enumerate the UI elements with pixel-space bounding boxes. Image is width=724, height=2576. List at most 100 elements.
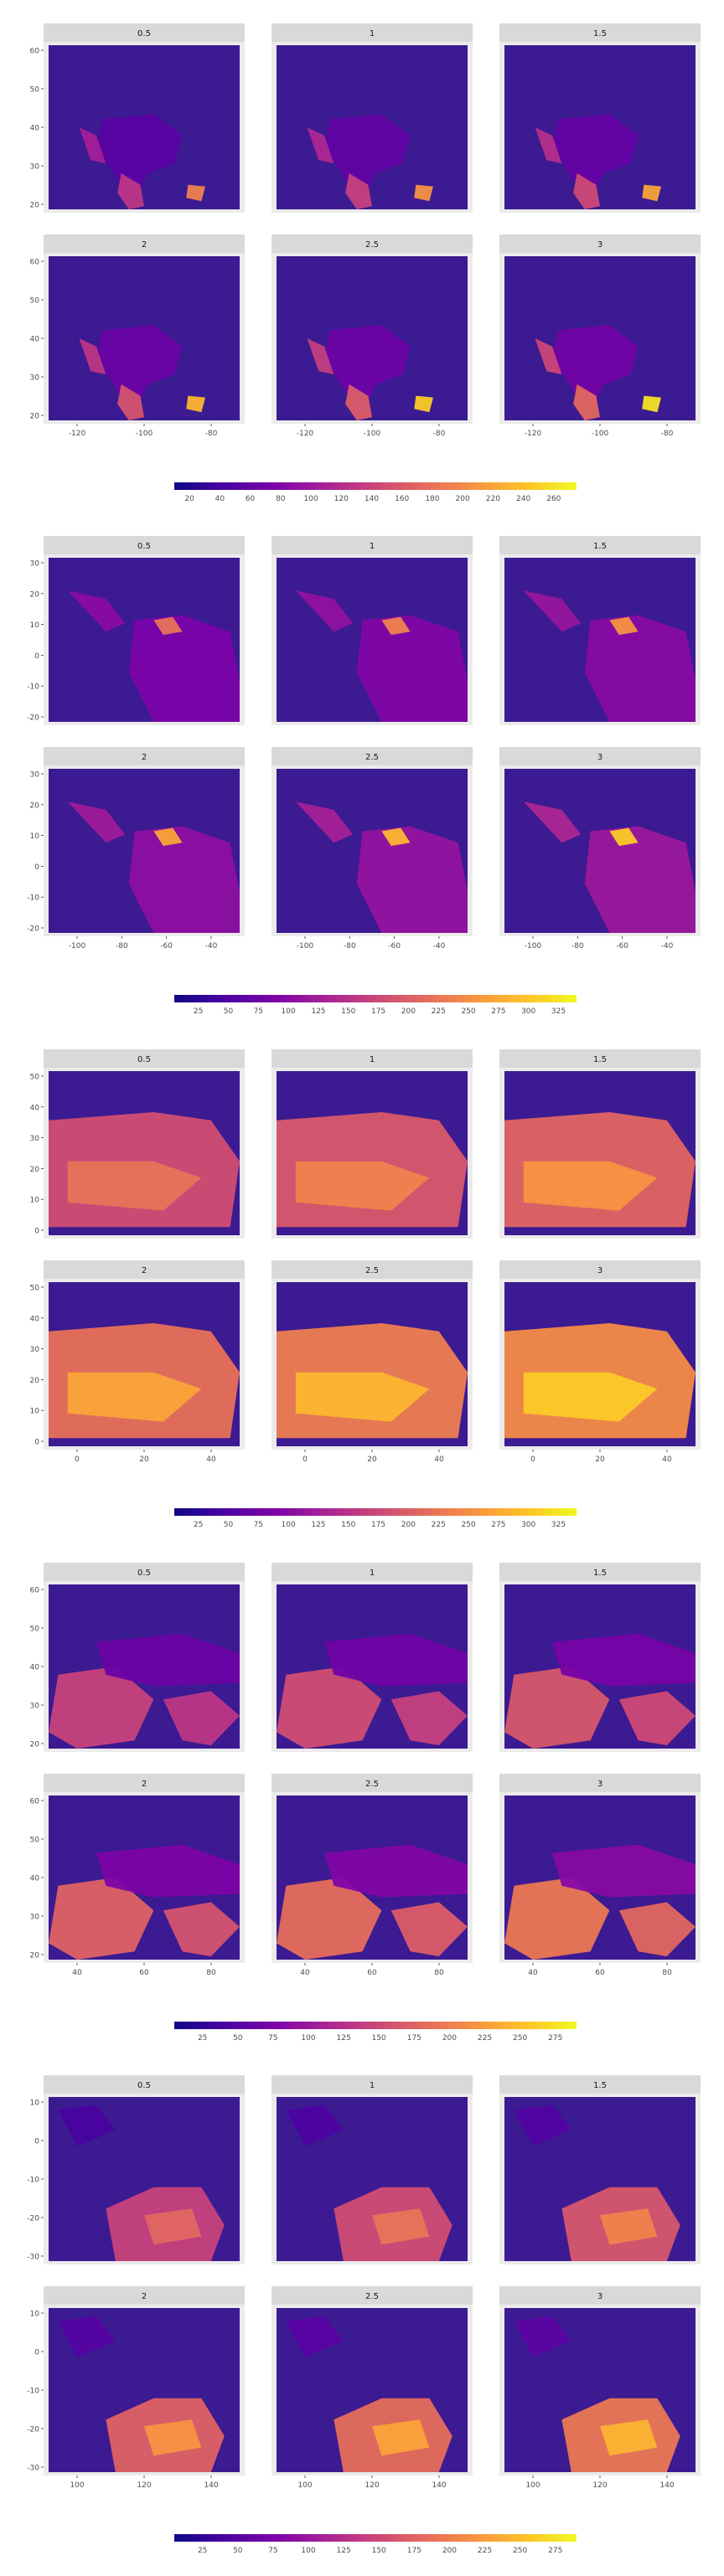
y-tick-label: -30 <box>27 2465 39 2473</box>
land-region <box>600 2208 658 2245</box>
x-tick-label: 20 <box>367 1455 377 1464</box>
y-tick-label: 50 <box>30 86 40 95</box>
legend-tick-label: 275 <box>491 1521 505 1529</box>
land-region <box>642 395 661 413</box>
legend-tick-label: 125 <box>337 2034 351 2043</box>
facet-strip-label: 1.5 <box>593 1569 607 1578</box>
land-region <box>372 2419 430 2456</box>
y-tick-label: 50 <box>30 1625 40 1634</box>
legend-tick-label: 200 <box>456 495 470 503</box>
x-tick-label: 100 <box>70 2481 84 2490</box>
facet-strip-label: 1.5 <box>593 542 607 551</box>
y-tick-label: 40 <box>30 1664 40 1672</box>
x-tick-label: 120 <box>137 2481 151 2490</box>
legend-tick-label: 300 <box>521 1521 535 1529</box>
y-tick-label: 0 <box>34 1228 39 1236</box>
legend-tick-label: 250 <box>461 1521 475 1529</box>
land-region <box>49 1878 154 1960</box>
y-tick-label: -10 <box>27 683 39 692</box>
legend-tick-label: 60 <box>246 495 256 503</box>
land-region <box>295 801 354 843</box>
x-tick-label: -120 <box>69 430 86 438</box>
legend-tick-label: 275 <box>491 1007 505 1016</box>
legend-tick-label: 50 <box>233 2034 243 2043</box>
y-tick-label: 30 <box>30 374 40 383</box>
x-tick-label: 40 <box>434 1455 444 1464</box>
land-region <box>153 827 183 847</box>
y-tick-label: -10 <box>27 894 39 903</box>
facet-strip-label: 0.5 <box>137 1055 151 1064</box>
legend-tick-label: 275 <box>548 2034 562 2043</box>
land-region <box>277 1667 382 1749</box>
x-tick-label: 0 <box>75 1455 80 1464</box>
legend-tick-label: 175 <box>371 1007 385 1016</box>
facet-strip <box>272 2075 473 2094</box>
land-region <box>67 801 126 843</box>
land-region <box>356 615 468 722</box>
legend-tick-label: 25 <box>194 1007 203 1016</box>
y-tick-label: 20 <box>30 202 40 210</box>
facet-strip-label: 2.5 <box>365 240 379 250</box>
x-tick-label: -80 <box>571 942 584 951</box>
facet-strip-label: 2 <box>142 1266 147 1275</box>
legend-tick-label: 250 <box>513 2034 527 2043</box>
x-tick-label: 40 <box>300 1969 310 1977</box>
land-region <box>356 826 468 933</box>
x-tick-label: -40 <box>433 942 446 951</box>
land-region <box>414 395 433 413</box>
y-tick-label: 50 <box>30 1837 40 1845</box>
x-tick-label: 140 <box>432 2481 446 2490</box>
land-region <box>504 1878 610 1960</box>
land-region <box>324 325 411 413</box>
land-region <box>153 616 183 636</box>
land-region <box>49 1667 154 1749</box>
facet-strip-label: 1 <box>370 542 375 551</box>
legend-tick-label: 100 <box>282 1521 296 1529</box>
y-tick-label: 0 <box>34 2138 39 2146</box>
facet-strip-label: 1 <box>370 29 375 39</box>
legend-tick-label: 100 <box>301 2034 315 2043</box>
y-tick-label: 0 <box>34 1439 39 1447</box>
land-region <box>552 114 639 202</box>
y-tick-label: 60 <box>30 48 40 56</box>
legend-tick-label: 225 <box>478 2034 492 2043</box>
y-tick-label: -30 <box>27 2254 39 2262</box>
land-region <box>618 1691 696 1746</box>
land-region <box>96 325 183 413</box>
legend-tick-label: 220 <box>486 495 500 503</box>
facet-strip <box>272 536 473 554</box>
land-region <box>573 173 600 209</box>
facet-strip <box>272 1563 473 1581</box>
x-tick-label: 140 <box>204 2481 218 2490</box>
facet-strip-label: 0.5 <box>137 542 151 551</box>
land-region <box>552 1844 696 1898</box>
land-region <box>514 2316 571 2357</box>
legend-tick-label: 200 <box>442 2547 457 2555</box>
land-region <box>286 2105 344 2146</box>
facet-strip <box>272 23 473 42</box>
land-region <box>324 114 411 202</box>
legend-tick-label: 75 <box>268 2034 277 2043</box>
facet-strip <box>499 1260 701 1279</box>
legend-tick-label: 225 <box>478 2547 492 2555</box>
land-region <box>618 1902 696 1957</box>
facet-strip-label: 1.5 <box>593 1055 607 1064</box>
land-region <box>186 395 205 413</box>
land-region <box>163 1691 240 1746</box>
land-region <box>186 184 205 202</box>
facet-strip <box>44 234 245 253</box>
land-region <box>307 338 334 375</box>
legend-tick-label: 200 <box>401 1521 416 1529</box>
legend-tick-label: 200 <box>401 1007 416 1016</box>
y-tick-label: 30 <box>30 163 40 172</box>
x-tick-label: -60 <box>616 942 628 951</box>
legend-tick-label: 125 <box>337 2547 351 2555</box>
x-tick-label: 40 <box>528 1969 538 1977</box>
land-region <box>345 173 372 209</box>
legend-tick-label: 250 <box>513 2547 527 2555</box>
y-tick-label: 40 <box>30 1875 40 1883</box>
land-region <box>96 1844 240 1898</box>
x-tick-label: -80 <box>433 430 446 438</box>
legend-tick-label: 225 <box>432 1007 446 1016</box>
